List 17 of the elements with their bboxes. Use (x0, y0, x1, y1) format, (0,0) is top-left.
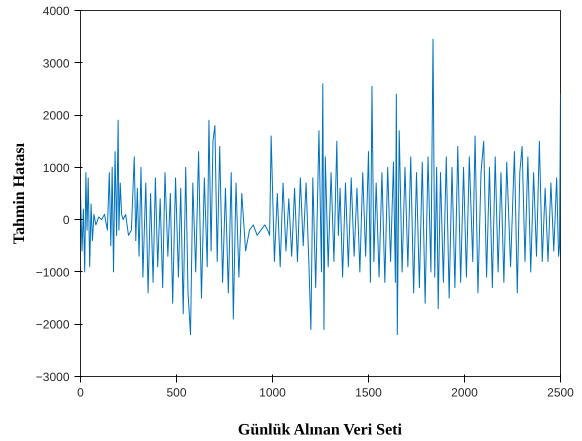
y-tick-label: −1000 (36, 265, 70, 280)
x-tick-label: 500 (166, 386, 187, 400)
y-tick-label: 3000 (42, 56, 70, 70)
line-series (80, 38, 560, 336)
y-axis-title: Tahmin Hatası (10, 142, 28, 244)
x-tick-label: 1500 (355, 386, 382, 400)
y-tick-label: 1000 (42, 160, 70, 175)
x-tick-label: 2500 (547, 386, 574, 400)
x-tick-label: 1000 (259, 386, 286, 400)
x-tick-label: 0 (77, 386, 84, 400)
y-tick-label: −3000 (36, 370, 70, 384)
x-tick-label: 2000 (451, 386, 478, 400)
x-axis-title: Günlük Alınan Veri Seti (238, 422, 402, 438)
y-tick-label: −2000 (36, 318, 70, 332)
y-tick-label: 0 (62, 213, 70, 228)
y-tick-label: 4000 (42, 4, 70, 18)
y-tick-label: 2000 (42, 108, 70, 123)
